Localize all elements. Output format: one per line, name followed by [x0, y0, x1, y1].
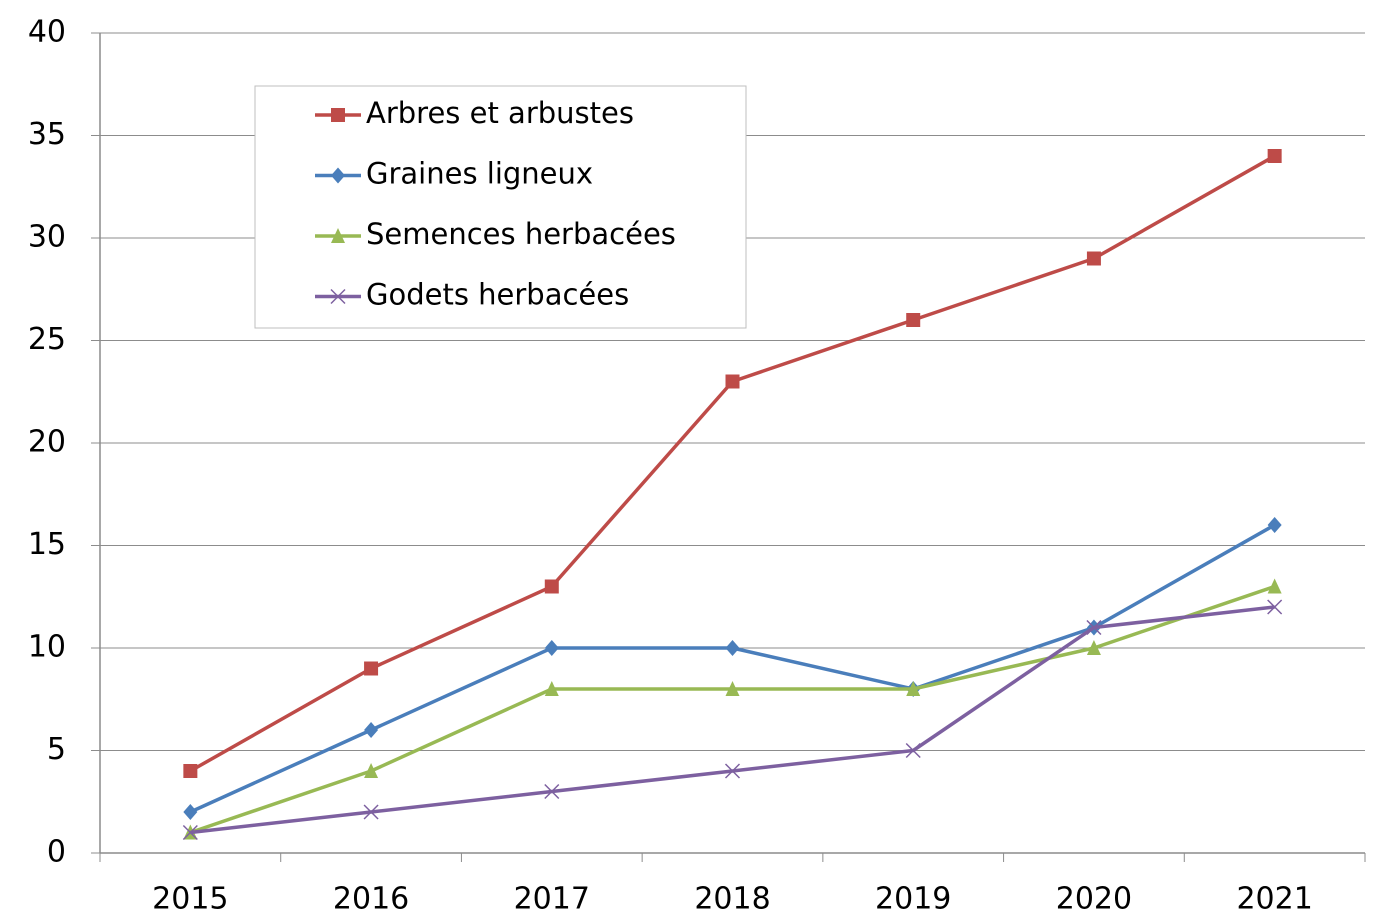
y-tick-label: 30: [28, 220, 66, 255]
x-tick-label: 2018: [694, 882, 770, 917]
x-tick-label: 2015: [152, 882, 228, 917]
marker: [183, 764, 197, 778]
x-tick-label: 2017: [514, 882, 590, 917]
chart: 0 5 10 15 20 25 30 35 40 2015 2016 2017 2018 2019 2020…: [0, 0, 1395, 921]
y-tick-label: 5: [47, 732, 66, 767]
y-tick-label: 0: [47, 835, 66, 870]
marker: [545, 580, 559, 594]
legend-label: Graines ligneux: [366, 157, 593, 191]
legend-label: Godets herbacées: [366, 278, 629, 312]
y-tick-label: 40: [28, 15, 66, 50]
marker: [1268, 149, 1282, 163]
legend-marker: [331, 108, 345, 122]
y-tick-label: 10: [28, 630, 66, 665]
marker: [726, 375, 740, 389]
marker: [364, 662, 378, 676]
y-tick-label: 15: [28, 527, 66, 562]
page: {"chart_data": {"type": "line", "categor…: [0, 0, 1395, 921]
marker: [906, 313, 920, 327]
y-tick-label: 25: [28, 322, 66, 357]
legend-label: Arbres et arbustes: [366, 96, 634, 130]
x-tick-label: 2016: [333, 882, 409, 917]
x-tick-label: 2019: [875, 882, 951, 917]
y-tick-label: 35: [28, 117, 66, 152]
legend: Arbres et arbustes Graines ligneux Semence…: [255, 86, 746, 328]
y-tick-label: 20: [28, 425, 66, 460]
x-tick-label: 2021: [1236, 882, 1312, 917]
x-tick-label: 2020: [1056, 882, 1132, 917]
marker: [1087, 252, 1101, 266]
legend-label: Semences herbacées: [366, 217, 676, 251]
